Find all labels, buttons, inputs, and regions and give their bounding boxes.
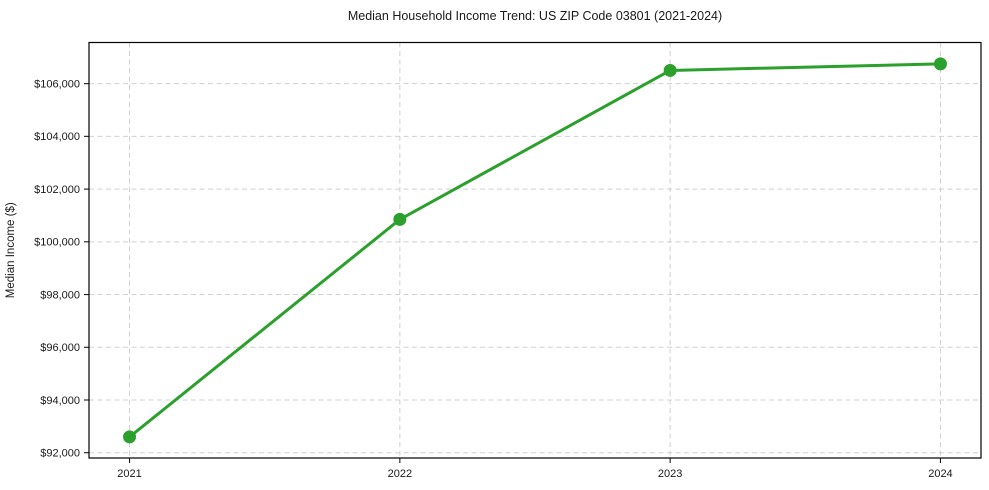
data-point-marker <box>393 212 407 226</box>
income-trend-line <box>128 62 942 439</box>
x-tick-label: 2021 <box>117 468 141 480</box>
y-axis-label: Median Income ($) <box>5 202 17 298</box>
y-tick-label: $96,000 <box>40 342 80 354</box>
x-tick-label: 2024 <box>928 468 952 480</box>
data-point-marker <box>933 57 947 71</box>
x-tick-label: 2023 <box>658 468 682 480</box>
plot-border <box>88 41 982 459</box>
y-tick-label: $102,000 <box>34 184 80 196</box>
y-tick-label: $94,000 <box>40 395 80 407</box>
chart-title: Median Household Income Trend: US ZIP Co… <box>347 9 723 23</box>
y-tick-label: $104,000 <box>34 131 80 143</box>
data-point-marker <box>663 63 677 77</box>
x-tick-label: 2022 <box>388 468 412 480</box>
y-tick-label: $100,000 <box>34 237 80 249</box>
y-tick-label: $98,000 <box>40 289 80 301</box>
data-point-marker <box>123 430 137 444</box>
y-tick-label: $106,000 <box>34 78 80 90</box>
y-tick-label: $92,000 <box>40 448 80 460</box>
